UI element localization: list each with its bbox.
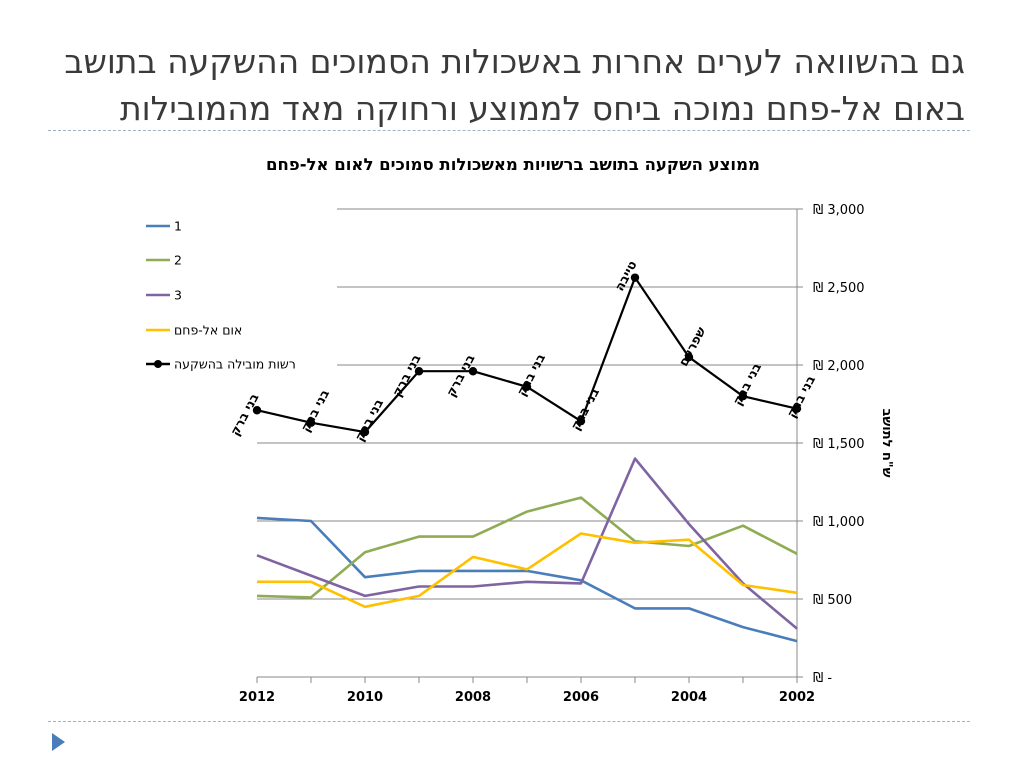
leader-point-marker bbox=[576, 416, 586, 426]
x-tick-label: 2012 bbox=[239, 690, 275, 705]
leader-point-label: בני ברק bbox=[783, 372, 818, 420]
leader-point-marker bbox=[630, 273, 640, 282]
x-tick-label: 2004 bbox=[671, 690, 707, 705]
legend-label: 2 bbox=[174, 253, 182, 268]
slide-title-line-2: באום אל-פחם נמוכה ביחס לממוצע ורחוקה מאד… bbox=[119, 89, 965, 128]
leader-point-marker bbox=[306, 418, 316, 427]
series-line-leader bbox=[256, 276, 798, 434]
leader-point-label: בני ברק bbox=[297, 386, 332, 434]
y-tick-label: ₪ 500 bbox=[813, 593, 852, 608]
legend: 1 2 3 אום אל-פחם רשות מובילה בהשקעה bbox=[146, 219, 296, 372]
series-line-umm_al_fahm bbox=[257, 532, 798, 609]
leader-point-marker bbox=[468, 367, 478, 376]
x-tick-label: 2006 bbox=[563, 690, 599, 705]
y-tick-label: ₪ 1,500 bbox=[813, 437, 865, 452]
y-tick-label: ₪ 3,000 bbox=[813, 203, 865, 218]
legend-marker bbox=[154, 360, 162, 368]
axes: ₪ - ₪ 500 ₪ 1,000 ₪ 1,500 ₪ 2,000 ₪ 2,500 ₪ 3,… bbox=[239, 203, 865, 705]
slide-title-line-1: גם בהשוואה לערים אחרות באשכולות הסמוכים … bbox=[64, 42, 965, 81]
x-tick-label: 2002 bbox=[779, 690, 815, 705]
y-axis-label: ש"ח לתושב bbox=[879, 408, 894, 477]
leader-point-marker bbox=[792, 404, 802, 413]
leader-point-label: בני ברק bbox=[513, 351, 548, 399]
x-tick-label: 2008 bbox=[455, 690, 491, 705]
leader-point-marker bbox=[738, 392, 748, 401]
y-tick-label: ₪ - bbox=[813, 671, 832, 686]
slide-title: גם בהשוואה לערים אחרות באשכולות הסמוכים … bbox=[60, 38, 965, 132]
legend-label: 3 bbox=[174, 288, 182, 303]
series-lines bbox=[256, 276, 798, 643]
legend-label: אום אל-פחם bbox=[174, 323, 242, 338]
leader-point-marker bbox=[684, 353, 694, 362]
series-line-series_3 bbox=[256, 457, 798, 630]
leader-point-marker bbox=[414, 367, 424, 376]
leader-point-label: בני ברק bbox=[351, 396, 386, 444]
chart-title: ממוצע השקעה בתושב ברשויות מאשכולות סמוכי… bbox=[266, 155, 760, 174]
bottom-divider bbox=[48, 721, 970, 722]
y-tick-label: ₪ 2,000 bbox=[813, 359, 865, 374]
leader-point-label: בני ברק bbox=[567, 385, 602, 433]
grid-lines bbox=[257, 208, 797, 600]
series-line-series_2 bbox=[256, 496, 798, 599]
slide-bullet-icon bbox=[52, 733, 65, 751]
leader-point-marker bbox=[252, 406, 262, 415]
legend-label: 1 bbox=[174, 219, 182, 234]
legend-label: רשות מובילה בהשקעה bbox=[174, 357, 296, 372]
leader-point-marker bbox=[522, 382, 532, 392]
series-line-series_1 bbox=[256, 516, 798, 643]
x-tick-label: 2010 bbox=[347, 690, 383, 705]
y-tick-label: ₪ 1,000 bbox=[813, 515, 865, 530]
top-divider bbox=[48, 130, 970, 131]
leader-markers bbox=[252, 273, 802, 437]
y-tick-label: ₪ 2,500 bbox=[813, 281, 865, 296]
leader-point-marker bbox=[360, 427, 370, 437]
